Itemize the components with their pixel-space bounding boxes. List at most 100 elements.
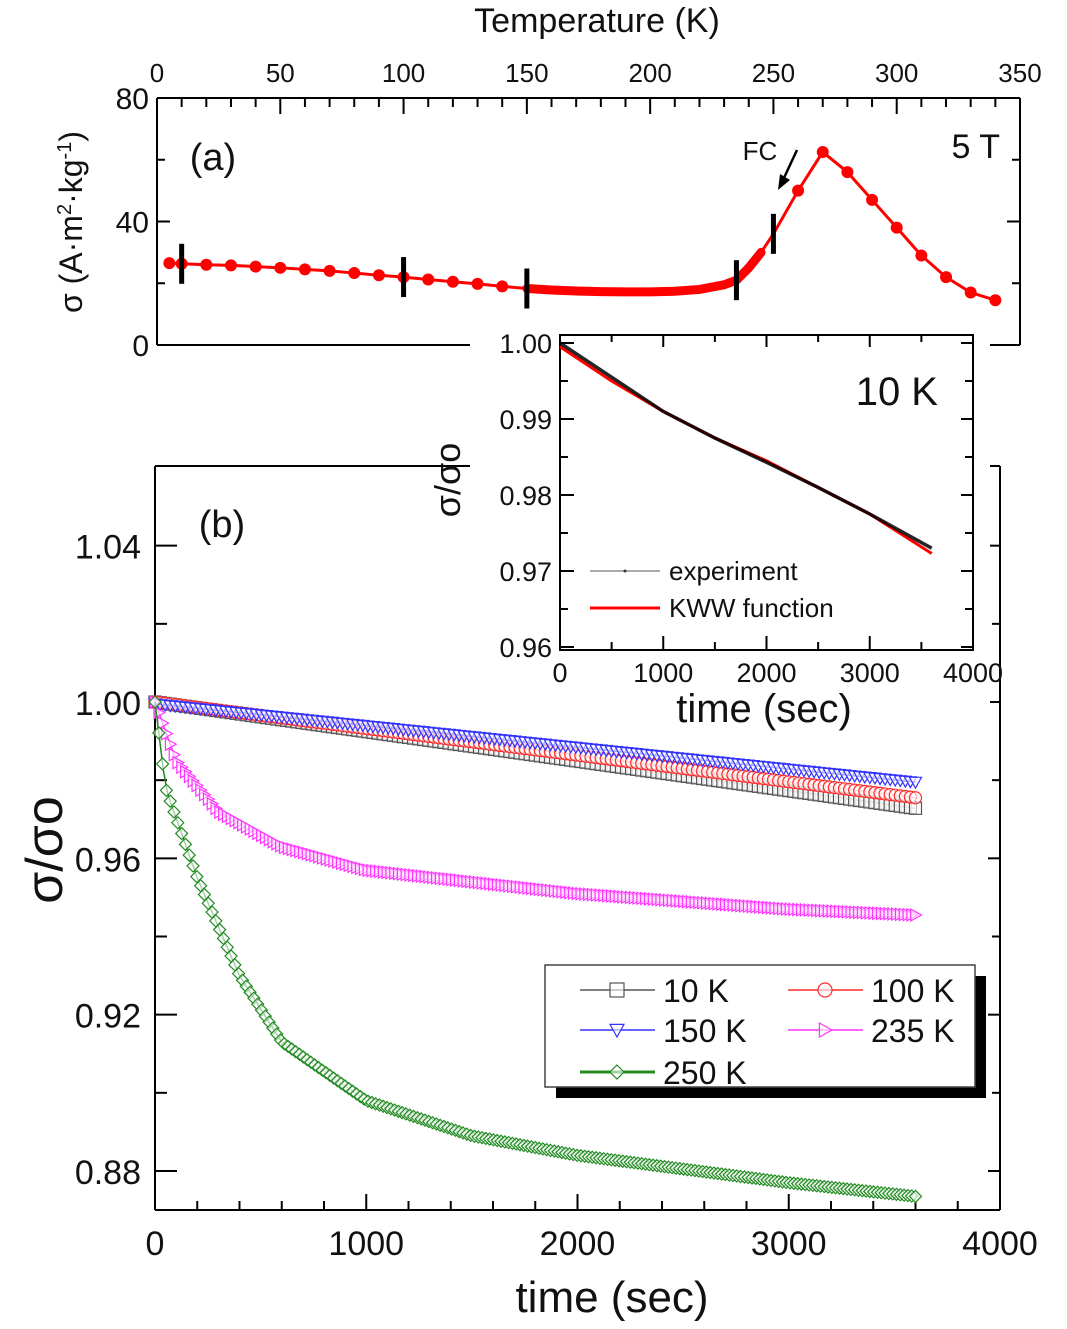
legend-label: 235 K xyxy=(871,1013,955,1049)
x-tick-label: 100 xyxy=(382,58,425,88)
legend-marker xyxy=(818,1021,834,1039)
data-point xyxy=(866,193,879,206)
legend-label: 150 K xyxy=(663,1013,747,1049)
x-tick-label: 2000 xyxy=(540,1225,616,1263)
legend-item: 100 K xyxy=(788,973,955,1009)
x-axis-title: Temperature (K) xyxy=(474,2,720,40)
series-line xyxy=(154,701,916,1198)
x-tick-label: 300 xyxy=(875,58,918,88)
fc-arrow-head xyxy=(778,174,790,190)
y-axis-title: σ/σo xyxy=(16,796,74,904)
fc-label: FC xyxy=(743,136,778,166)
legend-marker xyxy=(817,982,833,998)
y-tick-label: 1.00 xyxy=(499,329,552,359)
data-point xyxy=(989,294,1002,307)
data-point xyxy=(816,146,829,159)
data-point xyxy=(298,263,311,276)
data-point xyxy=(964,286,977,299)
data-point xyxy=(164,737,178,752)
x-tick-label: 0 xyxy=(146,1225,165,1263)
legend-marker-experiment xyxy=(623,569,627,573)
y-tick-label: 80 xyxy=(116,83,149,116)
fc-arrow-shaft xyxy=(781,149,799,181)
experiment-curve xyxy=(559,341,933,550)
data-point xyxy=(940,271,953,284)
panel-label-b: (b) xyxy=(199,504,245,546)
data-point xyxy=(908,791,923,805)
y-tick-label: 0.96 xyxy=(499,633,552,663)
x-tick-label: 4000 xyxy=(962,1225,1038,1263)
y-tick-label: 1.00 xyxy=(75,685,141,723)
data-point xyxy=(323,264,336,277)
data-point xyxy=(167,805,181,819)
x-tick-label: 50 xyxy=(266,58,295,88)
data-point xyxy=(174,826,189,841)
series-235k xyxy=(149,694,923,923)
legend-label: 100 K xyxy=(871,973,955,1009)
series-250k xyxy=(148,695,923,1204)
legend: 10 K 100 K 150 K 235 K 250 K xyxy=(544,964,986,1098)
x-tick-label: 3000 xyxy=(840,658,900,688)
legend-label: 10 K xyxy=(663,973,729,1009)
data-point xyxy=(224,259,237,272)
data-point xyxy=(155,757,170,771)
panel-label-a: (a) xyxy=(190,137,236,179)
data-point xyxy=(372,269,385,282)
data-point xyxy=(915,249,928,262)
data-point xyxy=(792,184,805,197)
y-axis-title: σ (A·m2·kg-1) xyxy=(53,131,89,313)
legend-label-kww: KWW function xyxy=(669,593,834,623)
y-tick-label: 40 xyxy=(116,207,149,240)
y-tick-label: 1.04 xyxy=(75,529,141,567)
y-tick-label: 0.99 xyxy=(499,405,552,435)
fc-curve xyxy=(169,149,996,302)
legend-item: 235 K xyxy=(788,1013,955,1049)
y-axis-title: σ/σo xyxy=(427,443,468,517)
data-point xyxy=(908,1189,923,1204)
data-point xyxy=(182,848,197,862)
data-point xyxy=(274,261,287,274)
y-tick-label: 0.88 xyxy=(75,1154,141,1192)
legend-item: 150 K xyxy=(580,1013,747,1049)
data-point xyxy=(841,166,854,179)
panel-b: 0 1000 2000 3000 4000 0.88 0.92 0.96 1.00 1.04 tim… xyxy=(16,465,1038,1322)
data-point xyxy=(186,859,200,873)
y-tick-label: 0.96 xyxy=(75,841,141,879)
data-point xyxy=(159,783,174,798)
x-tick-label: 150 xyxy=(505,58,548,88)
legend-marker xyxy=(608,1023,626,1039)
series-150k xyxy=(147,698,923,790)
field-label: 5 T xyxy=(951,128,1000,166)
data-point xyxy=(908,776,923,790)
data-point xyxy=(496,280,509,293)
data-point xyxy=(148,695,162,709)
legend-label-experiment: experiment xyxy=(669,556,798,586)
y-tick-label: 0.92 xyxy=(75,998,141,1036)
series-line xyxy=(154,701,916,916)
x-tick-label: 4000 xyxy=(943,658,1003,688)
data-point xyxy=(163,794,178,809)
data-point xyxy=(471,277,484,290)
x-tick-label: 3000 xyxy=(751,1225,827,1263)
data-point xyxy=(422,273,435,286)
x-tick-label: 1000 xyxy=(633,658,693,688)
x-tick-label: 2000 xyxy=(736,658,796,688)
data-point xyxy=(151,726,166,740)
data-point xyxy=(178,837,193,852)
temperature-label: 10 K xyxy=(856,370,939,414)
x-tick-label: 350 xyxy=(998,58,1041,88)
legend-item: 10 K xyxy=(580,973,729,1009)
x-tick-label: 0 xyxy=(552,658,567,688)
x-tick-label: 250 xyxy=(752,58,795,88)
data-point xyxy=(890,221,903,234)
data-point xyxy=(446,275,459,288)
x-axis-title: time (sec) xyxy=(676,687,852,731)
fc-dense-segment xyxy=(522,247,766,297)
x-axis-title: time (sec) xyxy=(515,1273,708,1322)
x-tick-label: 0 xyxy=(150,58,164,88)
y-tick-label: 0.97 xyxy=(499,557,552,587)
legend-marker xyxy=(609,982,625,998)
inset-background xyxy=(470,330,990,730)
x-tick-label: 200 xyxy=(628,58,671,88)
